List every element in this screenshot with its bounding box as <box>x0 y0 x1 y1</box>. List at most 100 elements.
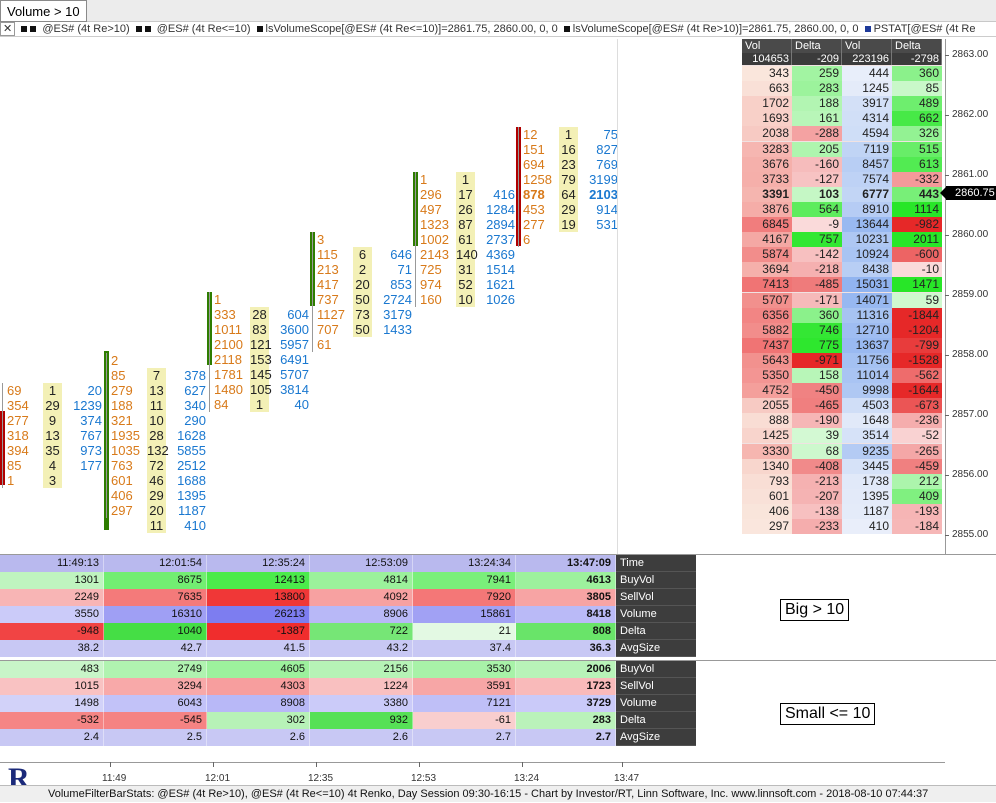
stats-cell: 483 <box>0 661 104 678</box>
footprint-yellow-cell: 19 <box>561 217 576 232</box>
footprint-yellow-cell: 1 <box>48 383 57 398</box>
footprint-orange-cell: 296 <box>420 187 442 202</box>
stats-cell: 2.6 <box>310 729 413 746</box>
vp-header: Delta <box>892 39 942 53</box>
footprint-orange-cell: 1 <box>7 473 15 488</box>
footprint-blue-cell: 3600 <box>280 322 309 337</box>
footprint-yellow-cell: 29 <box>45 398 60 413</box>
vp-cell: -408 <box>792 458 842 474</box>
vp-cell: 663 <box>742 81 792 97</box>
time-label: 13:24 <box>514 773 540 784</box>
footprint-blue-cell: 1628 <box>177 428 206 443</box>
stats-cell: 37.4 <box>413 640 516 657</box>
footprint-yellow-cell: 11 <box>149 398 164 413</box>
time-label: 11:49 <box>102 773 127 784</box>
price-tick-mark <box>945 475 949 476</box>
vp-cell: 793 <box>742 473 792 489</box>
stats-cell: 1040 <box>104 623 207 640</box>
time-tick-mark <box>213 762 214 767</box>
legend-item[interactable]: PSTAT[@ES# (4t Re <box>873 23 976 35</box>
footprint-yellow-cell: 50 <box>355 292 370 307</box>
vp-cell: 409 <box>892 488 942 504</box>
stats-cell: 3591 <box>413 678 516 695</box>
stats-cell: 2.5 <box>104 729 207 746</box>
vp-header: Vol <box>842 39 892 53</box>
stats-cell: 21 <box>413 623 516 640</box>
footprint-orange-cell: 1002 <box>420 232 449 247</box>
vp-cell: -982 <box>892 217 942 232</box>
stats-cell: 16310 <box>104 606 207 623</box>
stats-cell: 2006 <box>516 661 616 678</box>
stats-cell: 2.7 <box>516 729 616 746</box>
price-tick-mark <box>945 55 949 56</box>
stats-cell: -61 <box>413 712 516 729</box>
stats-row-label: Time <box>616 555 696 572</box>
legend-item[interactable]: @ES# (4t Re>10) <box>42 23 130 35</box>
vp-cell: -213 <box>792 473 842 489</box>
vp-cell: -236 <box>892 413 942 429</box>
time-tick-mark <box>110 762 111 767</box>
price-tick-mark <box>945 115 949 116</box>
footprint-orange-cell: 1323 <box>420 217 449 232</box>
footprint-orange-cell: 61 <box>317 337 332 352</box>
vp-cell: 2055 <box>742 398 792 414</box>
vp-cell: 7574 <box>842 171 892 187</box>
vp-cell: 9998 <box>842 383 892 399</box>
footprint-blue-cell: 1239 <box>73 398 102 413</box>
footprint-orange-cell: 601 <box>111 473 133 488</box>
footprint-blue-cell: 2737 <box>486 232 515 247</box>
time-axis[interactable] <box>0 762 945 785</box>
footprint-blue-cell: 627 <box>184 383 206 398</box>
vp-cell: 10924 <box>842 247 892 263</box>
footprint-blue-cell: 4369 <box>486 247 515 262</box>
vp-cell: -218 <box>792 262 842 278</box>
stats-cell: 2.7 <box>413 729 516 746</box>
vp-cell: 161 <box>792 111 842 127</box>
footprint-orange-cell: 297 <box>111 503 133 518</box>
stats-row: -532 -545 302 932 -61 283 Delta <box>0 712 696 729</box>
footprint-yellow-cell: 140 <box>456 247 478 262</box>
vp-cell: -138 <box>792 503 842 519</box>
legend-item[interactable]: @ES# (4t Re<=10) <box>156 23 251 35</box>
legend-item[interactable]: lsVolumeScope[@ES# (4t Re<=10)]=2861.75,… <box>265 23 558 35</box>
stats-cell: 8906 <box>310 606 413 623</box>
stats-cell: 4814 <box>310 572 413 589</box>
vp-cell: 406 <box>742 503 792 519</box>
footprint-orange-cell: 453 <box>523 202 545 217</box>
footprint-orange-cell: 2118 <box>214 352 242 367</box>
stats-cell: 4605 <box>207 661 310 678</box>
stats-cell: 1224 <box>310 678 413 695</box>
footprint-blue-cell: 973 <box>80 443 102 458</box>
vp-cell: 85 <box>892 81 942 97</box>
vp-cell: -1844 <box>892 307 942 323</box>
time-label: 12:53 <box>411 773 437 784</box>
vp-cell: 5874 <box>742 247 792 263</box>
stats-cell: 302 <box>207 712 310 729</box>
bar-wick <box>312 232 313 352</box>
footprint-yellow-cell: 16 <box>561 142 576 157</box>
legend-item[interactable]: lsVolumeScope[@ES# (4t Re>10)]=2861.75, … <box>572 23 859 35</box>
footprint-blue-cell: 5855 <box>177 443 206 458</box>
footprint-yellow-cell: 87 <box>458 217 473 232</box>
vp-cell: -1528 <box>892 352 942 368</box>
close-icon[interactable]: ✕ <box>0 22 16 36</box>
vp-cell: 14071 <box>842 292 892 308</box>
tab-volume[interactable]: Volume > 10 <box>0 0 87 22</box>
vp-cell: 410 <box>842 519 892 534</box>
footprint-orange-cell: 394 <box>7 443 29 458</box>
vp-cell: 11014 <box>842 368 892 383</box>
stats-row-label: SellVol <box>616 589 696 606</box>
stats-row: 2.4 2.5 2.6 2.6 2.7 2.7 AvgSize <box>0 729 696 746</box>
stats-cell: 3294 <box>104 678 207 695</box>
vp-cell: 326 <box>892 126 942 142</box>
footprint-yellow-cell: 2 <box>358 262 367 277</box>
vp-cell: 1648 <box>842 413 892 429</box>
vp-cell: 7119 <box>842 141 892 157</box>
vp-cell: -265 <box>892 443 942 459</box>
vp-total: -2798 <box>892 53 942 65</box>
footprint-blue-cell: 827 <box>596 142 618 157</box>
stats-row: 1498 6043 8908 3380 7121 3729 Volume <box>0 695 696 712</box>
footprint-orange-cell: 2143 <box>420 247 449 262</box>
stats-cell: 1723 <box>516 678 616 695</box>
price-axis[interactable] <box>945 39 996 554</box>
